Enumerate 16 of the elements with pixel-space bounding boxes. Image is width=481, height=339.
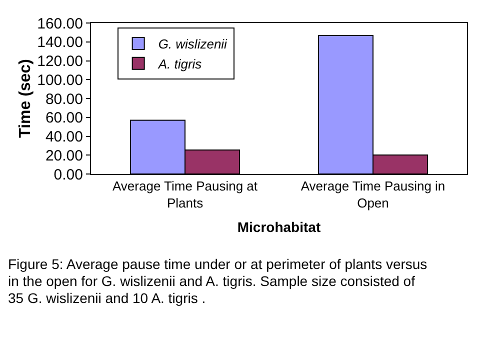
- x-axis-title: Microhabitat: [237, 218, 321, 235]
- y-tick-label: 80.00: [45, 90, 83, 108]
- y-tick-label: 140.00: [37, 34, 83, 52]
- y-tick-label: 20.00: [45, 147, 83, 164]
- y-tick-label: 160.00: [37, 15, 83, 32]
- y-tick-label: 120.00: [37, 53, 83, 70]
- y-tick-label: 40.00: [45, 128, 83, 146]
- x-tick-label: Average Time Pausing at Plants: [112, 178, 258, 210]
- x-tick-label: Average Time Pausing in Open: [300, 178, 446, 210]
- y-tick-label: 100.00: [37, 72, 83, 89]
- y-axis-title: Time (sec): [17, 59, 34, 138]
- legend-label: G. wislizenii: [158, 36, 228, 52]
- caption: Figure 5: Average pause time under or at perimeter of plants versus in the open for G. wislizenii and A. tigris. Sample size consisted of 35 G. wislizenii and 10 A. tigris .: [8, 256, 428, 307]
- y-tick-label: 60.00: [45, 110, 83, 127]
- legend-label: A. tigris: [157, 56, 202, 72]
- y-tick-label: 0.00: [54, 166, 83, 184]
